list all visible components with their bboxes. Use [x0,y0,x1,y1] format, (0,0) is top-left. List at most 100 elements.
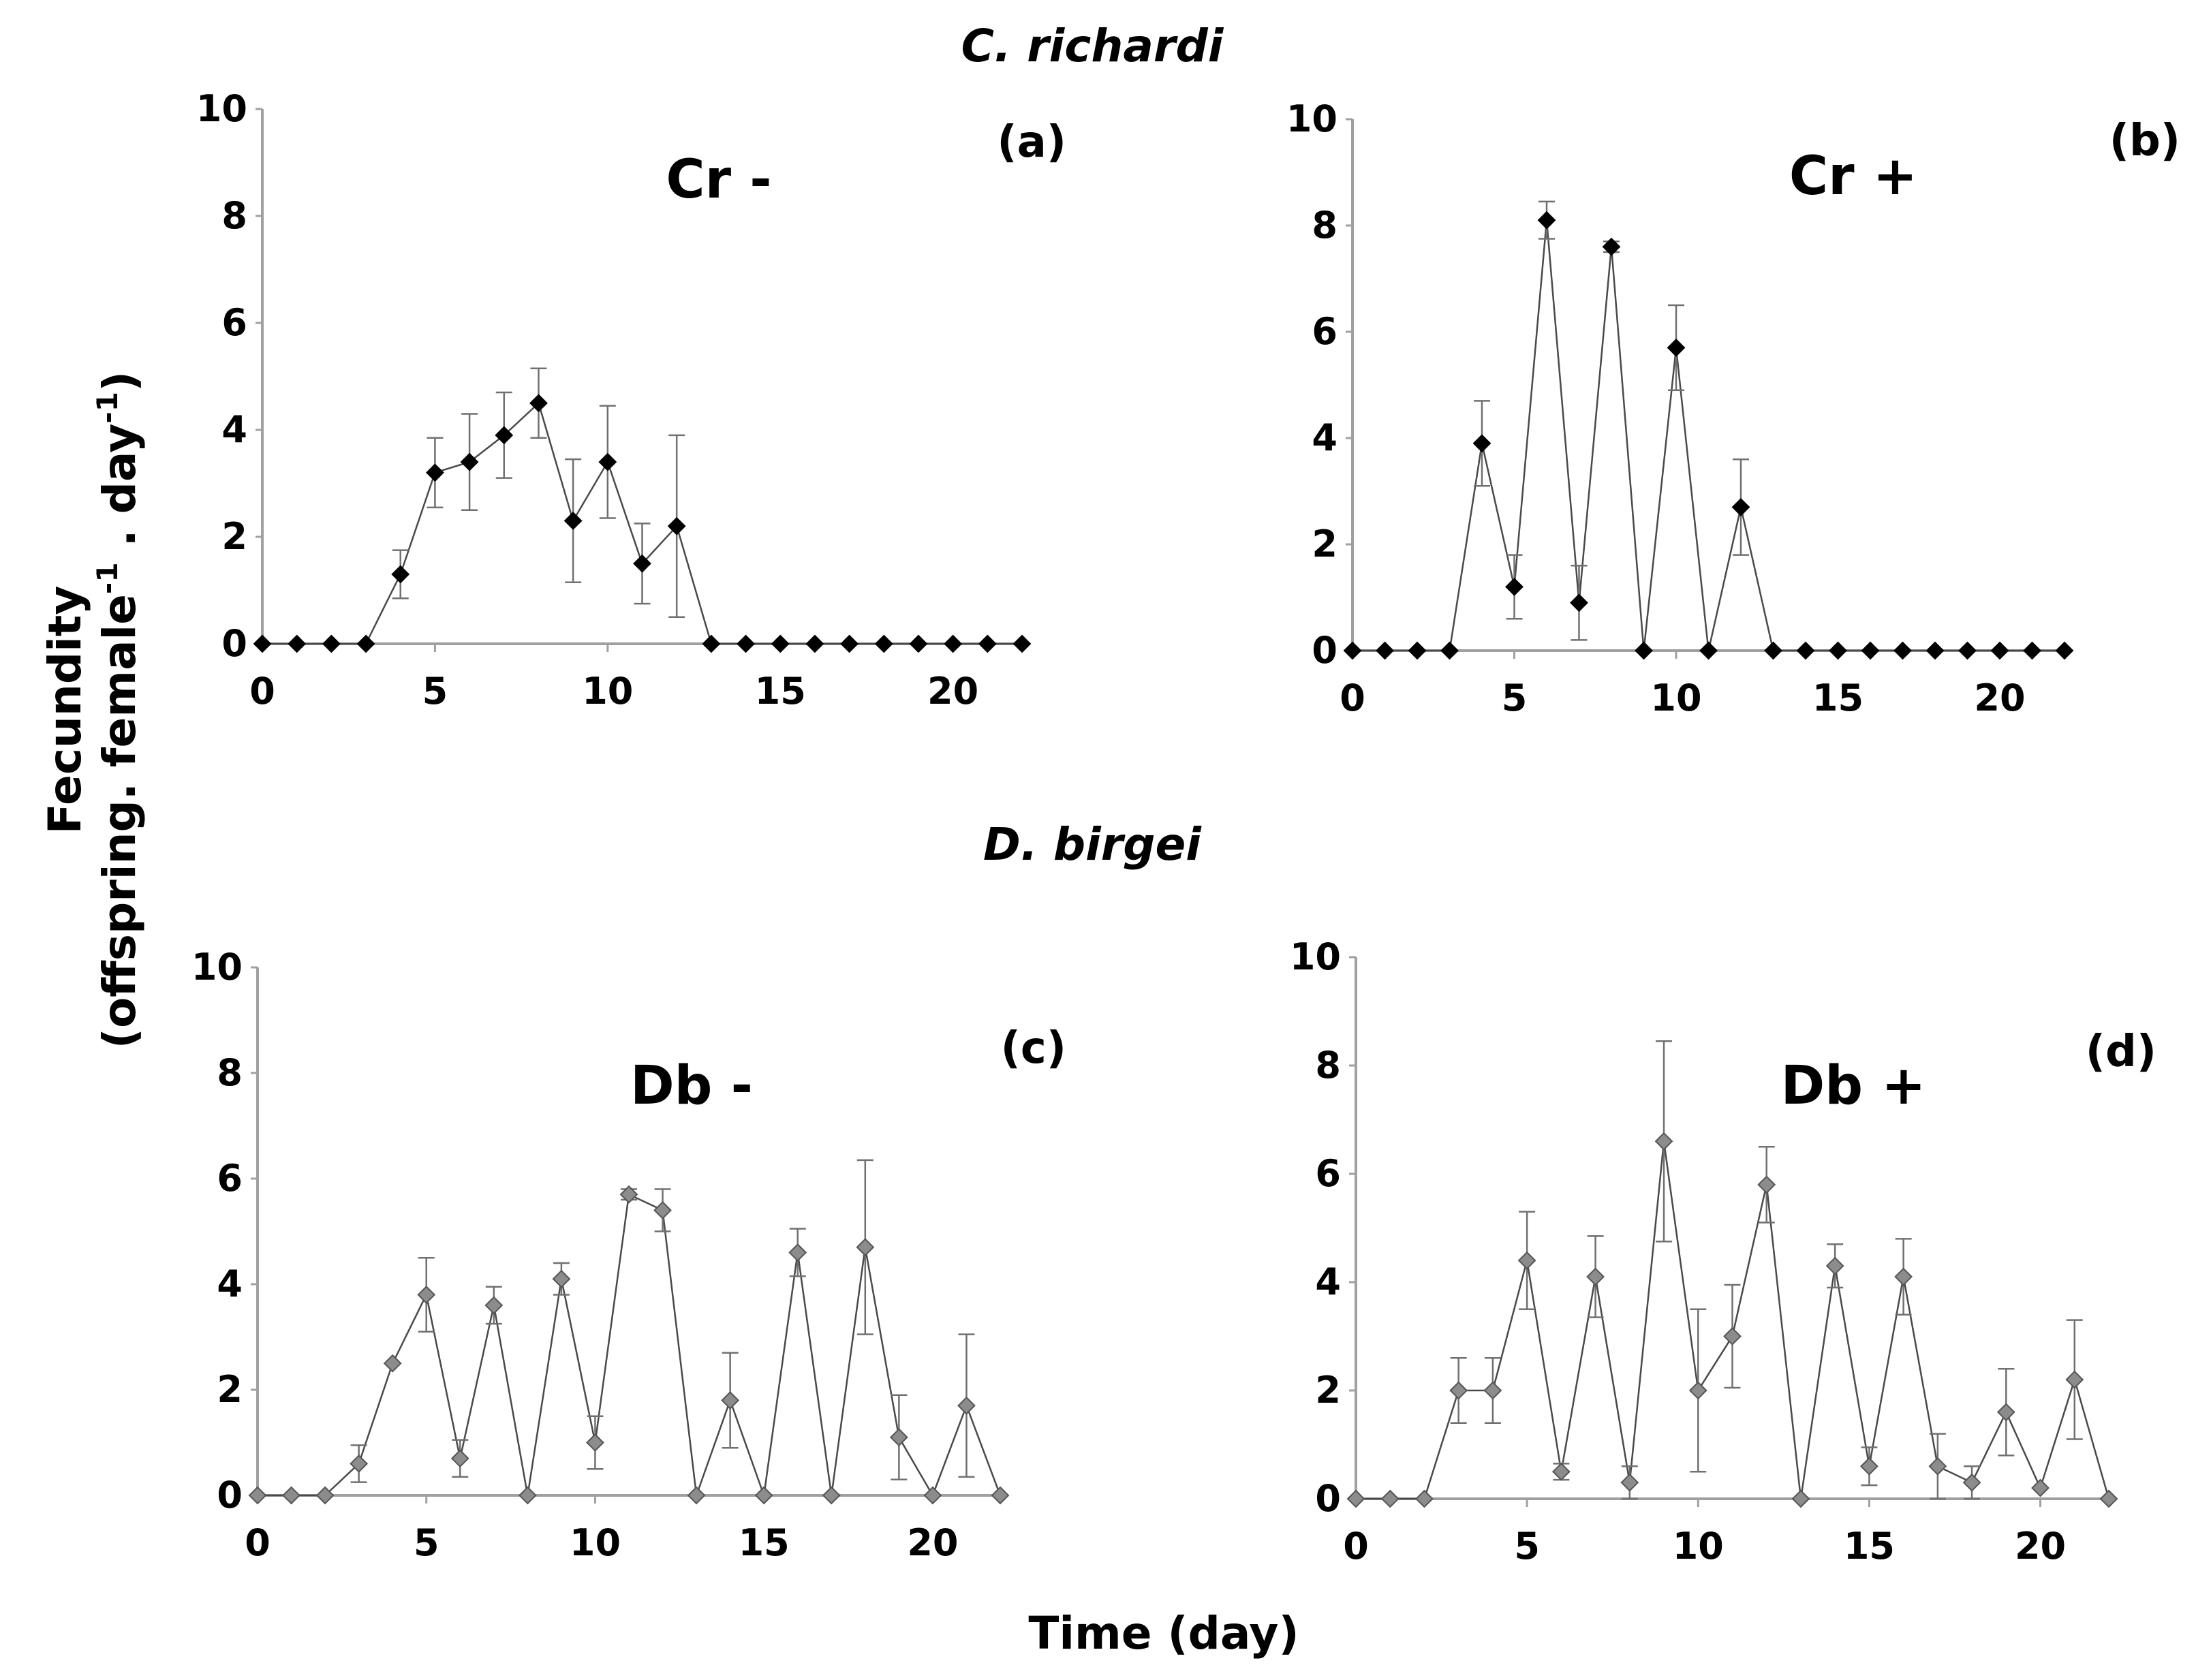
panel-title: Cr - [666,149,771,211]
x-tick-label: 10 [1650,676,1701,719]
data-point [856,1238,875,1257]
y-tick-label: 6 [221,301,247,344]
data-point [923,1486,942,1505]
data-point [991,1486,1010,1505]
data-point [1825,1256,1844,1275]
y-tick-label: 10 [196,87,247,130]
y-tick-label: 2 [1315,1369,1341,1412]
y-tick-label: 4 [221,408,247,451]
y-axis-title-unit-c: ) [93,371,146,392]
data-point [1343,641,1362,660]
chart-panel-b: 0 2 4 6 8 10 0 5 10 15 20 Cr + (b) [1286,97,2180,719]
data-point [484,1296,504,1315]
data-point [978,634,997,653]
data-point [460,452,479,471]
data-point [1517,1251,1536,1270]
data-point [1859,1457,1878,1476]
data-point [721,1391,740,1410]
data-point [1483,1381,1502,1400]
x-tick-label: 10 [582,670,633,713]
x-tick-label: 0 [1343,1525,1369,1568]
chart-panel-a: 0 2 4 6 8 10 0 5 10 15 20 Cr - (a) [196,87,1066,713]
x-tick-label: 20 [2015,1525,2066,1568]
y-tick-label: 2 [221,515,247,558]
data-point [450,1449,469,1468]
data-point [350,1455,369,1473]
data-point [1861,641,1880,660]
data-point [1731,497,1750,516]
data-point [1620,1473,1639,1492]
data-point [1570,593,1588,612]
x-tick-label: 10 [1673,1525,1724,1568]
data-point [944,634,963,653]
species-title-bottom: D. birgei [983,818,1202,871]
panel-label: (c) [1001,1023,1066,1074]
data-point [1928,1457,1947,1476]
data-point [771,634,790,653]
data-point [822,1486,841,1505]
x-tick-label: 5 [414,1521,439,1564]
species-title-top: C. richardi [961,20,1224,72]
y-tick-label: 6 [1312,310,1337,353]
y-tick-label: 4 [217,1262,243,1305]
data-point [1449,1381,1468,1400]
panel-title: Db + [1780,1055,1926,1117]
y-tick-label: 4 [1312,416,1337,459]
data-point [957,1396,976,1415]
y-tick-label: 2 [217,1368,243,1411]
data-point [874,634,893,653]
data-point [1380,1489,1399,1508]
data-point [889,1428,908,1447]
data-point [633,554,651,573]
data-point [552,1269,571,1288]
data-point [1346,1489,1365,1508]
panel-label: (d) [2086,1027,2156,1077]
y-axis-title-sup-1: -1 [91,562,124,594]
y-tick-label: 8 [217,1051,243,1094]
data-point [909,634,928,653]
data-point [653,1201,672,1219]
data-point [2023,641,2041,660]
data-point [1764,641,1782,660]
data-point [563,512,583,530]
x-tick-label: 0 [1340,676,1365,719]
data-point [2099,1489,2118,1508]
x-tick-label: 20 [1974,676,2025,719]
y-tick-label: 8 [1312,204,1337,247]
data-point [737,634,755,653]
data-point [495,426,514,445]
data-point [315,1486,335,1505]
data-point [1893,641,1912,660]
x-tick-label: 15 [1812,676,1863,719]
panel-title: Db - [630,1055,753,1117]
chart-panel-c: 0 2 4 6 8 10 0 5 10 15 20 Db - (c) [191,946,1066,1564]
data-point [253,634,272,653]
y-axis-title-sup-2: -1 [91,392,124,424]
data-point [586,1433,604,1452]
data-point [1472,434,1491,453]
x-tick-label: 5 [422,670,448,713]
y-tick-label: 0 [1312,629,1337,672]
data-point [1699,641,1718,660]
y-tick-label: 8 [221,194,247,237]
y-tick-label: 2 [1312,523,1337,565]
data-point [417,1286,436,1304]
y-tick-label: 6 [217,1157,243,1200]
panel-title: Cr + [1789,146,1917,207]
data-point [1415,1489,1434,1508]
y-tick-label: 10 [1290,935,1341,978]
data-point [529,394,548,413]
data-point [1012,634,1032,653]
x-tick-label: 15 [755,670,806,713]
data-point [2031,1478,2050,1497]
data-point [805,634,824,653]
data-point [288,634,307,653]
data-point [1602,237,1621,256]
data-point [619,1185,638,1204]
data-point [1791,1489,1810,1508]
data-point [1894,1267,1913,1286]
data-point [840,634,859,653]
data-point [1408,641,1427,660]
data-point [1996,1403,2015,1422]
